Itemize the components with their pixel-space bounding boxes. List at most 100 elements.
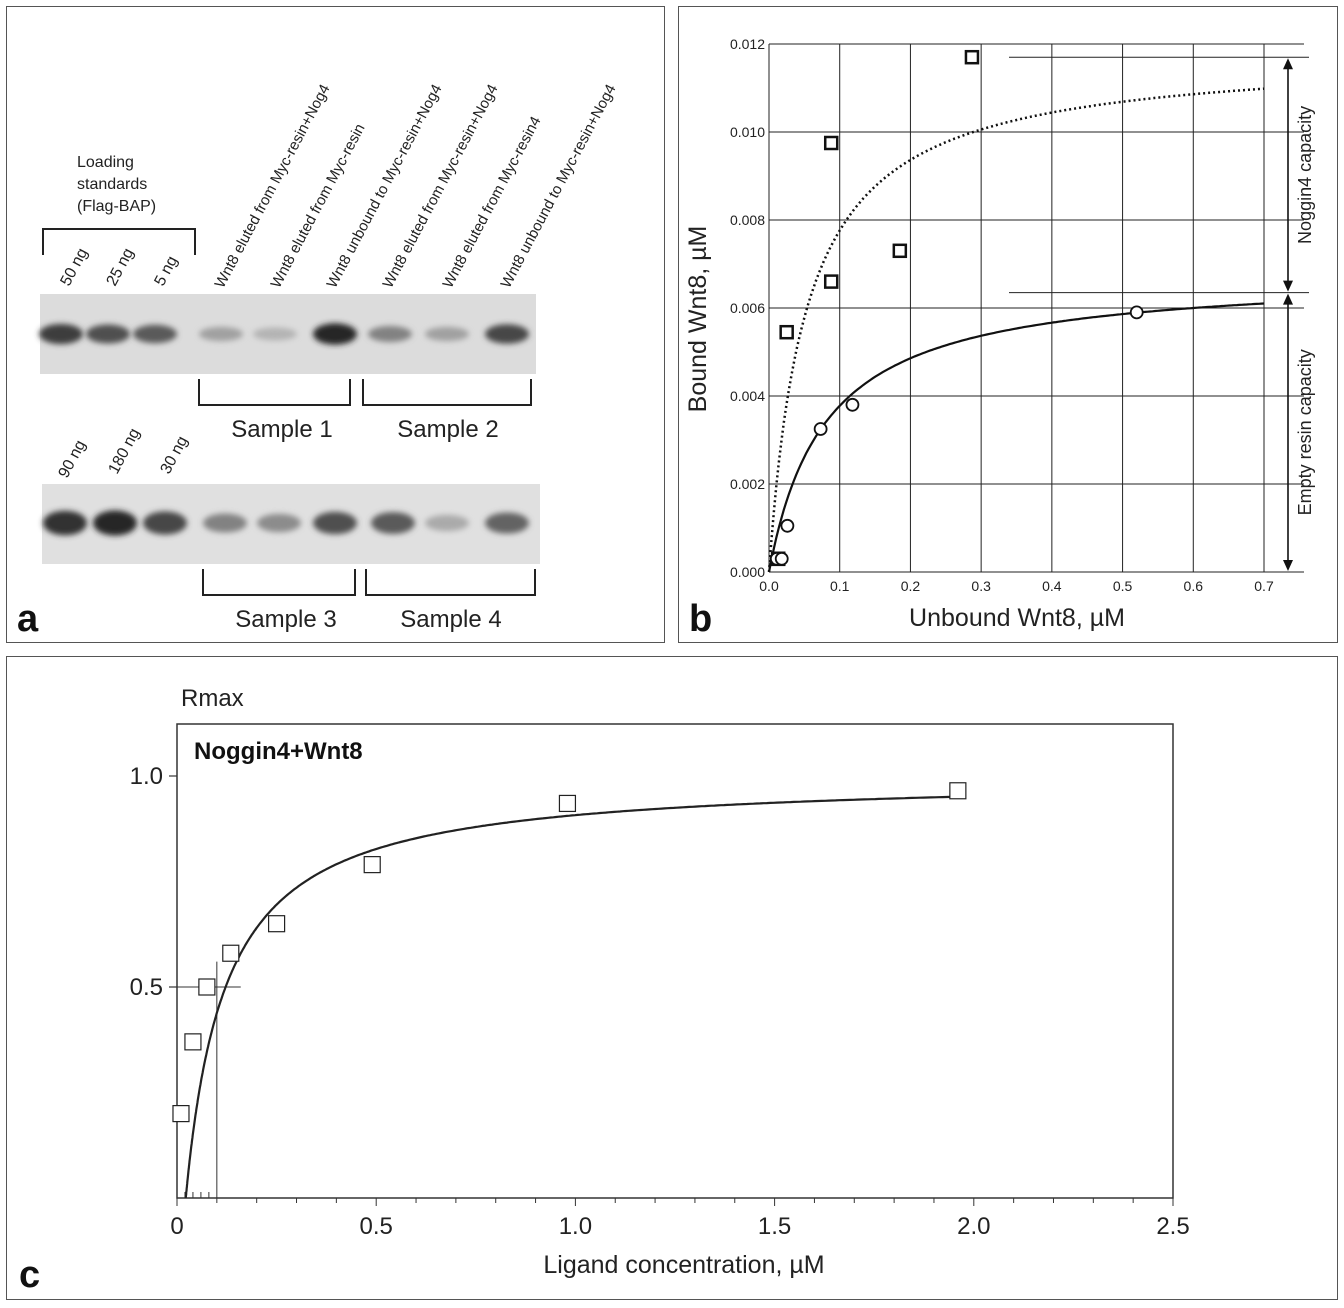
chart-b-xtick-label: 0.5 — [1113, 578, 1133, 594]
chart-b-xtick-label: 0.7 — [1254, 578, 1274, 594]
panel-a-blots: Loading standards (Flag-BAP) 50 ng 25 ng… — [6, 6, 665, 643]
chart-c-xtick-label: 1.5 — [758, 1213, 791, 1240]
chart-b-empty-resin-fit — [767, 302, 1265, 573]
chart-c-xtick-label: 0.5 — [360, 1213, 393, 1240]
chart-c-ytick-label: 0.5 — [130, 974, 163, 1001]
chart-b-xlabel: Unbound Wnt8, µM — [909, 604, 1125, 632]
chart-b-arrowhead — [1283, 293, 1293, 305]
panel-a-letter: a — [17, 598, 39, 640]
chart-c-point — [268, 915, 286, 933]
gel-1-band — [253, 327, 297, 341]
chart-b-xtick-label: 0.1 — [830, 578, 850, 594]
chart-b-arrowhead — [1283, 58, 1293, 70]
sample-1-bracket — [198, 379, 351, 406]
chart-c-ytick-label: 1.0 — [130, 763, 163, 790]
chart-b-square-point — [964, 49, 980, 65]
chart-c-point — [184, 1033, 202, 1051]
chart-b-xtick-label: 0.6 — [1184, 578, 1204, 594]
chart-b-ytick-label: 0.000 — [730, 564, 765, 580]
chart-c-xtick-label: 2.5 — [1156, 1213, 1189, 1240]
gel-2-standard-label-1: 90 ng — [56, 438, 90, 481]
sample-3-bracket — [202, 569, 356, 596]
gel-1-standard-label-1: 50 ng — [58, 246, 92, 289]
chart-c-points — [172, 782, 967, 1123]
gel-1-band — [485, 324, 529, 344]
chart-b-circle-point — [1129, 305, 1144, 320]
gel-1-band — [368, 326, 412, 342]
chart-c-point — [363, 856, 381, 874]
chart-b-square-point — [892, 243, 908, 259]
chart-b-tick-labels: 0.0 0.1 0.2 0.3 0.4 0.5 0.6 0.7 0.000 0.002 0.004 0… — [730, 36, 1274, 594]
chart-b-ytick-label: 0.006 — [730, 300, 765, 316]
gel-2-standard-label-3: 30 ng — [158, 434, 192, 477]
gel-2-band — [143, 511, 187, 535]
chart-b-fit-curves — [767, 87, 1265, 573]
chart-c-point — [222, 944, 240, 962]
chart-b-ylabel: Bound Wnt8, µM — [684, 226, 712, 413]
chart-b-xtick-label: 0.0 — [759, 578, 779, 594]
panel-a-figure: Loading standards (Flag-BAP) 50 ng 25 ng… — [17, 82, 620, 640]
sample-4-label: Sample 4 — [400, 606, 501, 633]
chart-c-title: Noggin4+Wnt8 — [194, 738, 363, 765]
sample-3-label: Sample 3 — [235, 606, 336, 633]
chart-b-circle-point — [774, 551, 789, 566]
gel-2-band — [43, 510, 87, 536]
loading-title-line-3: (Flag-BAP) — [77, 198, 156, 215]
chart-b-empty-resin-capacity-label: Empty resin capacity — [1295, 349, 1315, 515]
chart-b-square-point — [779, 324, 794, 340]
gel-2-band — [425, 514, 469, 532]
chart-b-circle-point — [845, 397, 860, 412]
panel-c-figure: 0.5 1.0 0 0.5 1.0 1.5 2.0 2.5 Rmax Noggin4+Wnt8… — [19, 685, 1190, 1296]
lane-label-4: Wnt8 eluted from Myc-resin+Nog4 — [380, 82, 502, 291]
gel-1-standard-label-3: 5 ng — [152, 253, 182, 288]
lane-label-3: Wnt8 unbound to Myc-resin+Nog4 — [324, 82, 446, 291]
chart-c-fit-curve — [184, 795, 958, 1198]
lane-label-2: Wnt8 eluted from Myc-resin — [268, 121, 369, 291]
chart-c-plot-frame — [176, 723, 1174, 1199]
gel-2-band — [203, 513, 247, 533]
chart-c-xlabel: Ligand concentration, µM — [543, 1251, 824, 1279]
gel-1-band — [199, 326, 243, 342]
chart-b-square-point — [823, 274, 839, 289]
chart-c-xtick-label: 2.0 — [957, 1213, 990, 1240]
gel-1-band — [133, 324, 177, 344]
chart-c-point — [558, 794, 577, 813]
chart-b-ytick-label: 0.008 — [730, 212, 765, 228]
chart-c-xtick-label: 0 — [170, 1213, 183, 1240]
sample-2-bracket — [362, 379, 532, 406]
gel-2-band — [93, 510, 137, 536]
gel-1-standard-label-2: 25 ng — [104, 246, 138, 289]
sample-1-label: Sample 1 — [231, 416, 332, 443]
chart-b-arrowhead — [1283, 280, 1293, 292]
sample-4-bracket — [365, 569, 536, 596]
chart-b-ytick-label: 0.010 — [730, 124, 765, 140]
chart-b-noggin4-capacity-label: Noggin4 capacity — [1295, 106, 1315, 244]
panel-c-chart: 0.5 1.0 0 0.5 1.0 1.5 2.0 2.5 Rmax Noggin4+Wnt8… — [6, 656, 1338, 1300]
chart-b-ytick-label: 0.004 — [730, 388, 765, 404]
chart-b-capacity-annotations: Noggin4 capacity Empty resin capacity — [1009, 56, 1315, 571]
chart-b-xtick-label: 0.2 — [901, 578, 921, 594]
chart-c-point — [949, 782, 967, 800]
chart-c-point — [172, 1105, 190, 1123]
chart-b-circle-point — [780, 518, 795, 533]
chart-b-xtick-label: 0.3 — [971, 578, 991, 594]
loading-standards-title: Loading standards (Flag-BAP) — [77, 154, 156, 215]
gel-1-bands — [39, 323, 529, 345]
gel-2-band — [257, 513, 301, 533]
chart-b-circle-point — [813, 422, 828, 436]
chart-b-points — [769, 49, 1144, 567]
chart-c-ylabel: Rmax — [181, 685, 244, 712]
chart-b-ytick-label: 0.002 — [730, 476, 765, 492]
loading-title-line-1: Loading — [77, 154, 134, 171]
gel-2-standard-label-2: 180 ng — [106, 426, 144, 477]
chart-b-xtick-label: 0.4 — [1042, 578, 1062, 594]
gel-1-band — [86, 324, 130, 344]
panel-b-letter: b — [689, 598, 712, 640]
panel-c-letter: c — [19, 1254, 40, 1296]
chart-b-grid — [768, 43, 1304, 573]
gel-2-band — [313, 511, 357, 535]
panel-b-chart: 0.0 0.1 0.2 0.3 0.4 0.5 0.6 0.7 0.000 0.002 0.004 0… — [678, 6, 1338, 643]
gel-1-band — [39, 323, 83, 345]
chart-b-ytick-label: 0.012 — [730, 36, 765, 52]
gel-2-band — [485, 512, 529, 534]
